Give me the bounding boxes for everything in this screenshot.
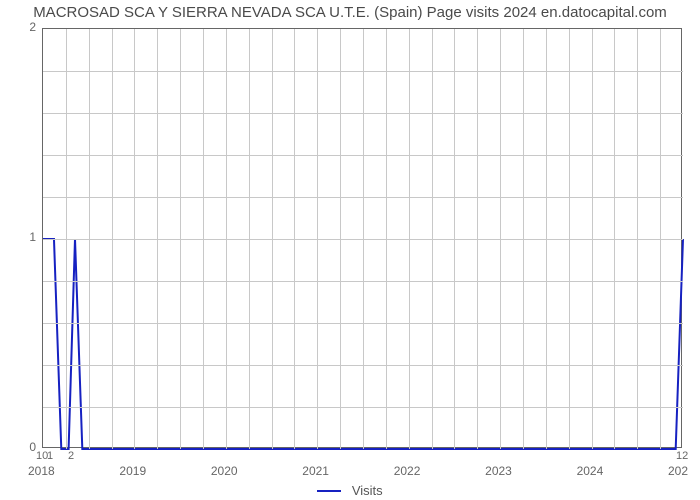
x-tick-label: 202 — [668, 464, 688, 478]
gridline-horizontal-minor — [43, 113, 683, 114]
x-tick-label: 2018 — [28, 464, 55, 478]
x-tick-label: 2022 — [394, 464, 421, 478]
x-tick-label: 2023 — [485, 464, 512, 478]
gridline-horizontal-minor — [43, 323, 683, 324]
gridline-horizontal-minor — [43, 365, 683, 366]
gridline-horizontal-minor — [43, 407, 683, 408]
gridline-horizontal-minor — [43, 71, 683, 72]
gridline-horizontal-minor — [43, 155, 683, 156]
chart-title: MACROSAD SCA Y SIERRA NEVADA SCA U.T.E. … — [0, 4, 700, 21]
y-tick-label: 0 — [29, 440, 36, 454]
gridline-horizontal-minor — [43, 281, 683, 282]
x-tick-label: 2024 — [577, 464, 604, 478]
y-tick-label: 1 — [29, 230, 36, 244]
x-tick-label: 2021 — [302, 464, 329, 478]
legend-label: Visits — [352, 483, 383, 498]
x-extra-label: 1 — [47, 450, 53, 462]
chart-legend: Visits — [0, 482, 700, 500]
x-tick-label: 2019 — [119, 464, 146, 478]
x-extra-label: 12 — [676, 450, 688, 462]
chart-container: { "chart": { "type": "line", "title": "M… — [0, 0, 700, 500]
x-extra-label: 2 — [68, 450, 74, 462]
chart-plot-area — [42, 28, 682, 448]
gridline-horizontal — [43, 239, 683, 240]
legend-swatch — [317, 490, 341, 492]
gridline-horizontal-minor — [43, 197, 683, 198]
x-tick-label: 2020 — [211, 464, 238, 478]
y-tick-label: 2 — [29, 20, 36, 34]
